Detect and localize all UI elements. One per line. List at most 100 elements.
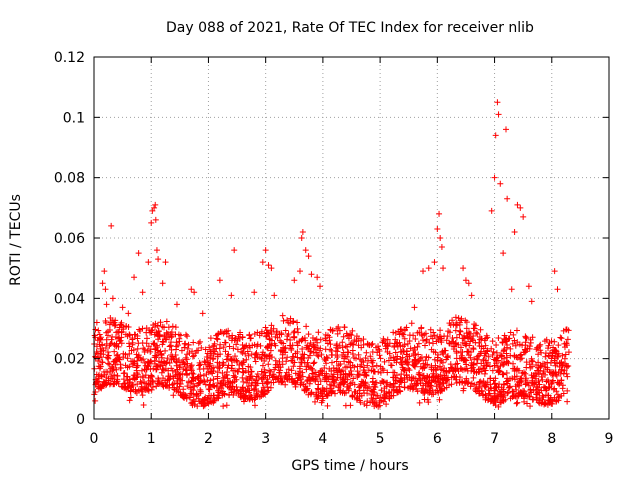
data-point xyxy=(166,343,173,350)
data-point xyxy=(211,340,218,347)
data-point xyxy=(180,386,187,393)
data-point xyxy=(498,353,505,360)
data-point xyxy=(387,362,394,369)
data-point xyxy=(426,339,433,346)
data-point-outlier xyxy=(317,283,324,290)
data-point xyxy=(197,377,204,384)
data-point xyxy=(298,356,305,363)
data-point xyxy=(477,380,484,387)
data-point xyxy=(111,322,118,329)
data-point xyxy=(541,384,548,391)
data-point xyxy=(408,320,415,327)
data-point xyxy=(513,400,520,407)
data-point xyxy=(539,376,546,383)
data-point xyxy=(384,379,391,386)
data-point xyxy=(297,376,304,383)
data-point xyxy=(455,315,462,322)
data-point xyxy=(160,375,167,382)
data-point xyxy=(299,346,306,353)
data-point xyxy=(234,358,241,365)
x-tick-label: 9 xyxy=(605,431,614,447)
data-point xyxy=(421,331,428,338)
data-point xyxy=(349,341,356,348)
data-point xyxy=(207,360,214,367)
data-point-outlier xyxy=(495,111,502,118)
data-point xyxy=(288,357,295,364)
data-point xyxy=(440,351,447,358)
data-point xyxy=(529,358,536,365)
data-point xyxy=(361,372,368,379)
data-point xyxy=(279,361,286,368)
data-point xyxy=(516,378,523,385)
data-point xyxy=(420,360,427,367)
data-point xyxy=(278,339,285,346)
data-point xyxy=(94,350,101,357)
data-point xyxy=(240,358,247,365)
data-point xyxy=(333,358,340,365)
data-point xyxy=(283,358,290,365)
data-point xyxy=(442,347,449,354)
data-point xyxy=(398,326,405,333)
data-point xyxy=(397,342,404,349)
data-point xyxy=(255,374,262,381)
data-point-outlier xyxy=(93,319,100,326)
data-point xyxy=(128,347,135,354)
data-point xyxy=(285,319,292,326)
data-point xyxy=(343,363,350,370)
data-point xyxy=(486,390,493,397)
data-point xyxy=(147,377,154,384)
data-point xyxy=(196,366,203,373)
data-point xyxy=(423,336,430,343)
data-point xyxy=(160,382,167,389)
data-point xyxy=(511,376,518,383)
data-point xyxy=(144,358,151,365)
data-point-outlier xyxy=(488,207,495,214)
data-point xyxy=(184,362,191,369)
data-point xyxy=(546,339,553,346)
data-point xyxy=(301,334,308,341)
data-point xyxy=(247,335,254,342)
data-point xyxy=(114,378,121,385)
data-point xyxy=(452,314,459,321)
data-point xyxy=(398,359,405,366)
data-point xyxy=(113,358,120,365)
data-point xyxy=(159,366,166,373)
data-point xyxy=(467,383,474,390)
data-point xyxy=(477,326,484,333)
data-point xyxy=(318,399,325,406)
data-point xyxy=(113,366,120,373)
data-point xyxy=(512,342,519,349)
data-point xyxy=(462,380,469,387)
data-point xyxy=(341,324,348,331)
data-point xyxy=(140,345,147,352)
data-point xyxy=(289,353,296,360)
data-point xyxy=(208,352,215,359)
data-point xyxy=(344,349,351,356)
data-point xyxy=(561,344,568,351)
data-point xyxy=(314,352,321,359)
data-point xyxy=(470,345,477,352)
data-point xyxy=(210,382,217,389)
data-point xyxy=(495,367,502,374)
data-point xyxy=(176,357,183,364)
data-point xyxy=(251,354,258,361)
data-point xyxy=(254,393,261,400)
data-point xyxy=(248,351,255,358)
x-tick-label: 6 xyxy=(433,431,442,447)
data-point xyxy=(231,337,238,344)
data-point xyxy=(418,354,425,361)
data-point xyxy=(434,378,441,385)
data-point xyxy=(453,322,460,329)
data-point xyxy=(290,318,297,325)
data-point xyxy=(287,315,294,322)
data-point xyxy=(369,379,376,386)
data-point xyxy=(533,383,540,390)
data-point xyxy=(563,370,570,377)
data-point xyxy=(266,353,273,360)
data-point xyxy=(142,372,149,379)
data-point xyxy=(448,381,455,388)
data-point xyxy=(147,365,154,372)
data-point-outlier xyxy=(491,174,498,181)
data-point xyxy=(381,358,388,365)
